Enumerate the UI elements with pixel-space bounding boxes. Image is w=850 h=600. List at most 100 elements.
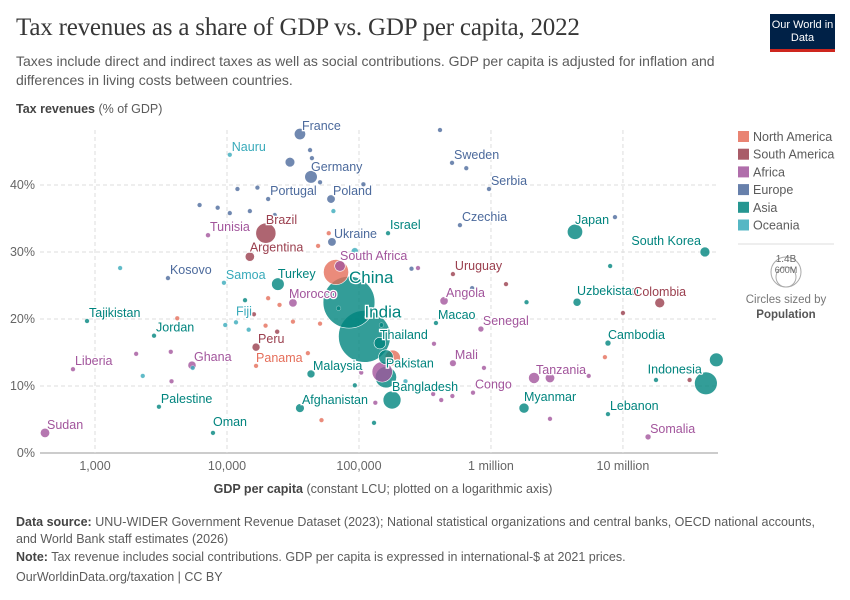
data-point[interactable]	[265, 295, 271, 301]
data-point[interactable]	[371, 420, 377, 426]
legend-item-south-america[interactable]: South America	[738, 148, 834, 162]
data-point[interactable]	[215, 205, 221, 211]
data-point[interactable]	[612, 214, 618, 220]
data-point[interactable]	[274, 329, 280, 335]
data-point[interactable]	[246, 327, 252, 333]
data-point[interactable]	[602, 354, 608, 360]
data-point[interactable]	[379, 322, 384, 328]
point-germany[interactable]	[304, 170, 318, 184]
point-czechia[interactable]	[457, 222, 463, 228]
data-point[interactable]	[463, 165, 469, 171]
data-point[interactable]	[330, 208, 336, 214]
point-fiji[interactable]	[233, 319, 239, 325]
point-south-korea[interactable]	[699, 246, 711, 258]
data-point[interactable]	[315, 243, 321, 249]
point-serbia[interactable]	[486, 186, 492, 192]
point-jordan[interactable]	[151, 333, 157, 339]
data-point[interactable]	[437, 127, 443, 133]
point-israel[interactable]	[385, 230, 391, 236]
data-point[interactable]	[317, 321, 323, 327]
point-lebanon[interactable]	[605, 411, 611, 417]
point-senegal[interactable]	[477, 326, 484, 333]
point-oman[interactable]	[210, 430, 216, 436]
data-point[interactable]	[272, 212, 278, 218]
data-point[interactable]	[503, 281, 509, 287]
data-point[interactable]	[653, 377, 659, 383]
data-point[interactable]	[547, 416, 553, 422]
data-point[interactable]	[620, 310, 626, 316]
point-tanzania[interactable]	[528, 372, 540, 384]
point-morocco[interactable]	[288, 298, 298, 308]
data-point[interactable]	[222, 322, 228, 328]
footer-link[interactable]: OurWorldinData.org/taxation | CC BY	[16, 570, 223, 584]
point-south-africa[interactable]	[334, 260, 346, 272]
legend-item-africa[interactable]: Africa	[738, 165, 785, 179]
data-point[interactable]	[133, 351, 139, 357]
point-congo[interactable]	[470, 390, 476, 396]
data-point[interactable]	[307, 147, 313, 153]
point-portugal[interactable]	[265, 196, 271, 202]
data-point[interactable]	[290, 217, 296, 223]
data-point[interactable]	[449, 393, 455, 399]
data-point[interactable]	[469, 285, 475, 291]
point-tunisia[interactable]	[205, 232, 211, 238]
data-point[interactable]	[430, 391, 436, 397]
data-point[interactable]	[481, 365, 487, 371]
data-point[interactable]	[378, 349, 394, 365]
point-somalia[interactable]	[645, 433, 652, 440]
legend-item-oceania[interactable]: Oceania	[738, 219, 800, 233]
data-point[interactable]	[227, 210, 233, 216]
point-kosovo[interactable]	[165, 275, 171, 281]
point-angola[interactable]	[439, 296, 449, 306]
point-cambodia[interactable]	[604, 340, 611, 347]
point-sweden[interactable]	[449, 160, 455, 166]
owid-logo[interactable]: Our World in Data	[770, 14, 835, 52]
data-point[interactable]	[319, 417, 324, 423]
data-point[interactable]	[197, 202, 203, 208]
data-point[interactable]	[190, 365, 196, 371]
data-point[interactable]	[284, 157, 296, 168]
point-myanmar[interactable]	[518, 402, 530, 414]
data-point[interactable]	[290, 319, 296, 325]
data-point[interactable]	[336, 305, 341, 311]
data-point[interactable]	[364, 314, 370, 320]
data-point[interactable]	[234, 186, 240, 192]
data-point[interactable]	[169, 378, 174, 384]
point-macao[interactable]	[433, 320, 439, 326]
data-point[interactable]	[277, 302, 282, 308]
data-point[interactable]	[438, 397, 444, 403]
data-point[interactable]	[360, 181, 366, 187]
data-point[interactable]	[309, 155, 315, 161]
data-point[interactable]	[317, 179, 323, 185]
data-point[interactable]	[140, 373, 146, 379]
data-point[interactable]	[168, 349, 174, 355]
point-brazil[interactable]	[255, 222, 277, 244]
data-point[interactable]	[586, 373, 592, 379]
point-poland[interactable]	[326, 194, 336, 204]
point-samoa[interactable]	[221, 280, 227, 286]
point-argentina[interactable]	[244, 251, 255, 262]
data-point[interactable]	[403, 378, 408, 384]
point-peru[interactable]	[251, 342, 261, 352]
data-point[interactable]	[247, 208, 253, 214]
point-china[interactable]	[322, 276, 376, 329]
point-turkey[interactable]	[271, 277, 285, 291]
point-colombia[interactable]	[654, 297, 665, 309]
data-point[interactable]	[709, 352, 724, 368]
data-point[interactable]	[372, 400, 378, 406]
point-ukraine[interactable]	[327, 237, 337, 247]
point-france[interactable]	[293, 128, 306, 140]
point-thailand[interactable]	[373, 336, 387, 350]
legend-item-north-america[interactable]: North America	[738, 130, 832, 144]
point-afghanistan[interactable]	[295, 403, 305, 413]
point-japan[interactable]	[567, 223, 583, 240]
data-point[interactable]	[174, 315, 180, 321]
point-sudan[interactable]	[39, 427, 51, 438]
point-bangladesh[interactable]	[382, 390, 402, 410]
point-tajikistan[interactable]	[84, 318, 90, 324]
legend-item-europe[interactable]: Europe	[738, 183, 793, 197]
point-nauru[interactable]	[227, 152, 233, 158]
data-point[interactable]	[251, 311, 257, 317]
data-point[interactable]	[305, 350, 311, 356]
point-uruguay[interactable]	[450, 271, 456, 277]
